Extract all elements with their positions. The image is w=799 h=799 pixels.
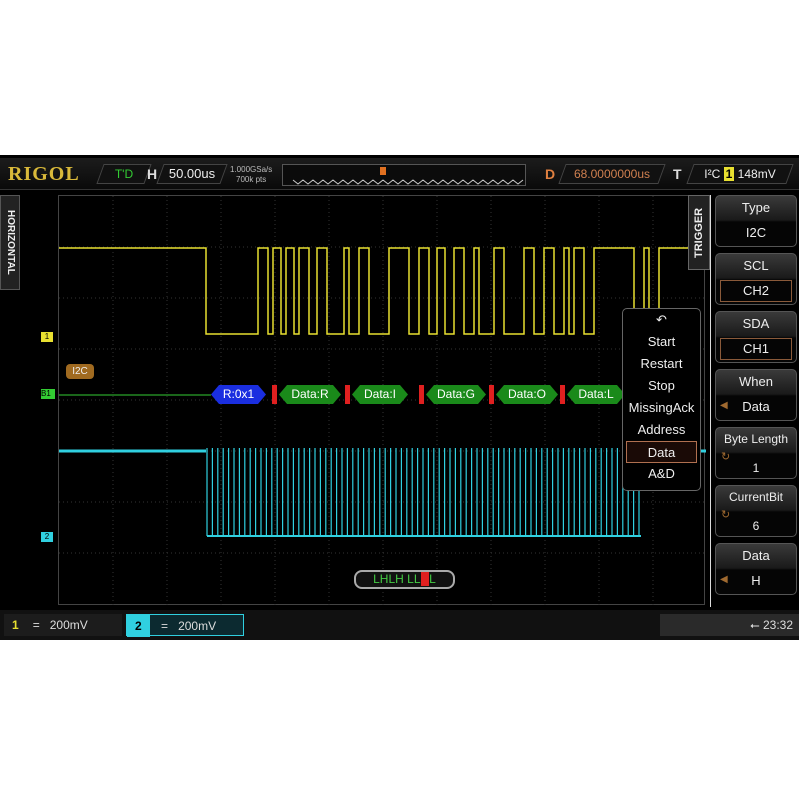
decoder-label: I2C: [66, 364, 94, 379]
horizontal-label: H: [147, 166, 158, 182]
ack-marker: [489, 385, 494, 404]
ch1-scale[interactable]: 1 = 200mV: [4, 614, 122, 636]
current-bit-softkey[interactable]: CurrentBit ↻ 6: [715, 485, 797, 537]
left-arrow-icon: ◀: [720, 574, 728, 585]
when-option[interactable]: Address: [637, 422, 686, 437]
byte-length-softkey[interactable]: Byte Length ↻ 1: [715, 427, 797, 479]
ch1-waveform: [59, 247, 706, 335]
sda-softkey[interactable]: SDA CH1: [715, 311, 797, 363]
when-option[interactable]: MissingAck: [628, 400, 695, 415]
address-packet: R:0x1: [211, 385, 266, 404]
data-packet: Data:G: [426, 385, 486, 404]
when-option[interactable]: Restart: [640, 356, 683, 371]
data-softkey[interactable]: Data ◀ H: [715, 543, 797, 595]
delay-value[interactable]: 68.0000000us: [558, 164, 666, 184]
ch1-marker[interactable]: 1: [41, 332, 53, 342]
horizontal-tab[interactable]: HORIZONTAL: [0, 195, 20, 290]
when-option[interactable]: Stop: [648, 378, 675, 393]
ack-marker: [419, 385, 424, 404]
trigger-menu: Type I2C SCL CH2 SDA CH1 When ◀ Data Byte Len…: [710, 195, 799, 607]
delay-label: D: [545, 166, 556, 182]
usb-icon: ⭠: [750, 618, 760, 632]
trigger-info[interactable]: I²C 1 148mV: [686, 164, 794, 184]
top-status-bar: RIGOL T'D H 50.00us 1.000GSa/s 700k pts D…: [0, 158, 799, 190]
left-arrow-icon: ◀: [720, 400, 728, 411]
status-area: ⭠ 23:32: [660, 614, 799, 636]
bus-marker[interactable]: B1: [41, 389, 55, 399]
data-packet: Data:I: [352, 385, 408, 404]
type-softkey[interactable]: Type I2C: [715, 195, 797, 247]
scl-softkey[interactable]: SCL CH2: [715, 253, 797, 305]
bottom-status-bar: 1 = 200mV 2 = 200mV ⭠ 23:32: [0, 610, 799, 640]
trigger-label: T: [673, 166, 682, 182]
data-packet: Data:O: [496, 385, 558, 404]
ack-marker: [560, 385, 565, 404]
when-option[interactable]: Start: [647, 334, 676, 349]
knob-icon: ↻: [721, 451, 731, 463]
when-options-popup: ↶ Start Restart Stop MissingAck Address Data A…: [622, 308, 701, 491]
oscilloscope-screen: RIGOL T'D H 50.00us 1.000GSa/s 700k pts D…: [0, 155, 799, 640]
when-option[interactable]: A&D: [648, 466, 675, 481]
back-icon[interactable]: ↶: [656, 312, 667, 327]
when-option[interactable]: Data: [626, 441, 697, 463]
trigger-menu-tab[interactable]: TRIGGER: [688, 195, 710, 270]
waveform-grid: I2C B1 1 2 R:0x1 Data:R Data:I Data:G Data:O…: [41, 195, 706, 606]
ch2-scale[interactable]: 2 = 200mV: [126, 614, 244, 637]
when-softkey[interactable]: When ◀ Data: [715, 369, 797, 421]
bit-pattern-display: LHLH LLHL: [354, 570, 455, 589]
data-packet: Data:R: [279, 385, 341, 404]
trigger-position-icon: [380, 167, 386, 175]
run-status[interactable]: T'D: [96, 164, 152, 184]
rigol-logo: RIGOL: [8, 163, 80, 185]
sample-info: 1.000GSa/s 700k pts: [230, 165, 273, 184]
clock-time: 23:32: [762, 618, 793, 632]
ack-marker: [345, 385, 350, 404]
knob-icon: ↻: [721, 509, 731, 521]
data-packet: Data:L: [567, 385, 625, 404]
ch2-marker[interactable]: 2: [41, 532, 53, 542]
timebase[interactable]: 50.00us: [156, 164, 228, 184]
memory-overview: [282, 164, 526, 186]
ack-marker: [272, 385, 277, 404]
